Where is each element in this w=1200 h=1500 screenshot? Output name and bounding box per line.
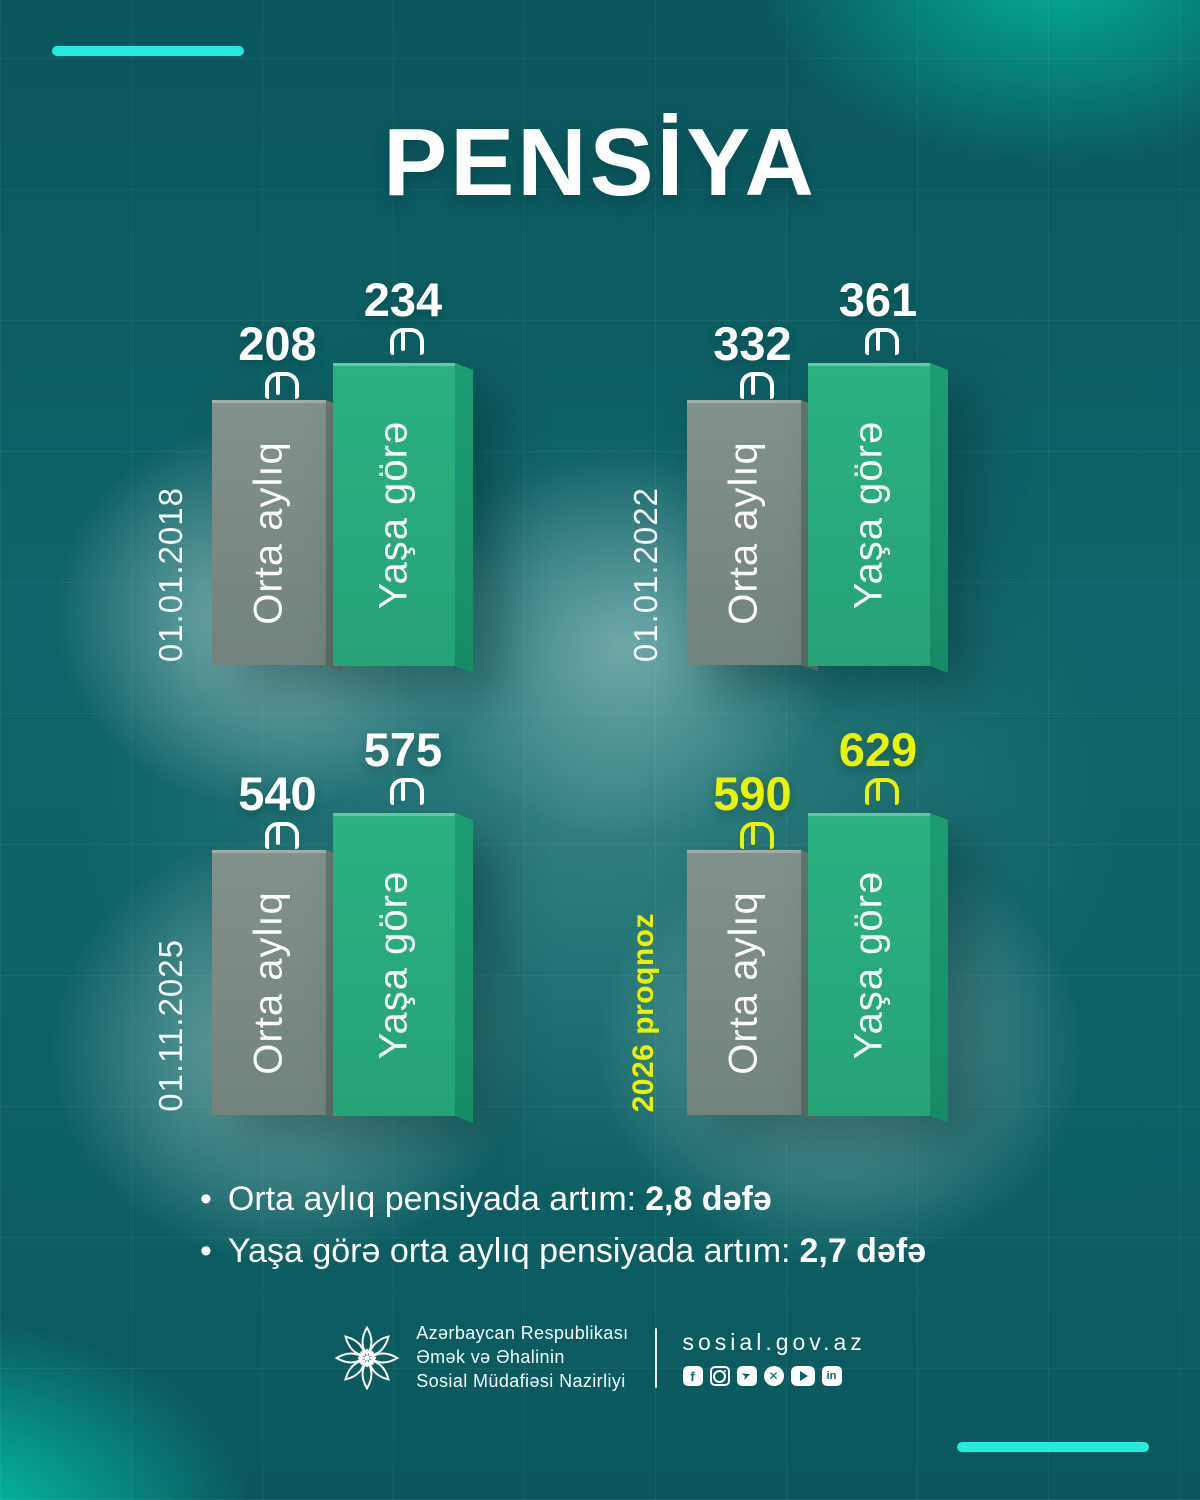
chart-group-2025: 01.11.2025 Orta aylıq Yaşa görə 540 575 (120, 718, 590, 1138)
group-date-label: 01.01.2018 (152, 486, 189, 662)
facebook-icon: f (682, 1366, 703, 1387)
instagram-icon (709, 1366, 730, 1387)
bar-yasa-gore: Yaşa görə (333, 813, 473, 1123)
group-date-label: 01.01.2022 (627, 486, 664, 662)
manat-icon (865, 328, 899, 355)
bar-series-label: Yaşa görə (371, 870, 416, 1059)
manat-icon (264, 822, 299, 849)
x-icon: ✕ (763, 1366, 784, 1387)
bar-series-label: Yaşa görə (371, 420, 416, 609)
group-date-label: 2026 proqnoz (627, 912, 660, 1112)
bullet-item: • Yaşa görə orta aylıq pensiyada artım: … (200, 1232, 927, 1270)
bar-series-label: Orta aylıq (721, 890, 766, 1075)
bar-series-label: Orta aylıq (721, 440, 766, 625)
bar-value: 361 (808, 276, 948, 355)
bar-series-label: Orta aylıq (246, 890, 291, 1075)
footer: Azərbaycan Respublikası Əmək və Əhalinin… (0, 1322, 1200, 1393)
ministry-name: Azərbaycan Respublikası Əmək və Əhalinin… (416, 1323, 629, 1391)
ministry-star-emblem-icon (334, 1323, 400, 1393)
bar-yasa-gore: Yaşa görə (808, 363, 948, 673)
linkedin-icon: in (821, 1366, 842, 1387)
group-date-label: 01.11.2025 (152, 939, 189, 1112)
bar-orta-ayliq: Orta aylıq (687, 850, 818, 1122)
bar-value-highlighted: 590 (687, 770, 818, 849)
bullet-dot: • (200, 1232, 212, 1270)
bar-series-label: Yaşa görə (846, 420, 891, 609)
manat-icon (390, 778, 424, 805)
footer-contact: sosial.gov.az f ✕ in (682, 1329, 866, 1387)
bar-value-highlighted: 629 (808, 726, 948, 805)
bar-value: 332 (687, 320, 818, 399)
bullet-dot: • (200, 1180, 212, 1218)
telegram-icon (736, 1366, 757, 1387)
bar-value: 208 (212, 320, 343, 399)
manat-icon (739, 822, 774, 849)
summary-bullets: • Orta aylıq pensiyada artım: 2,8 dəfə •… (200, 1180, 926, 1284)
bar-series-label: Orta aylıq (246, 440, 291, 625)
website-url: sosial.gov.az (682, 1329, 866, 1356)
manat-icon (264, 372, 299, 399)
youtube-icon (790, 1366, 815, 1387)
manat-icon (739, 372, 774, 399)
bar-value: 575 (333, 726, 473, 805)
chart-group-2026-forecast: 2026 proqnoz Orta aylıq Yaşa görə 590 62… (595, 718, 1065, 1138)
bullet-item: • Orta aylıq pensiyada artım: 2,8 dəfə (200, 1180, 772, 1218)
footer-divider (654, 1327, 657, 1388)
bar-orta-ayliq: Orta aylıq (687, 400, 818, 672)
accent-bar-top (52, 46, 244, 56)
chart-group-2022: 01.01.2022 Orta aylıq Yaşa görə 332 361 (595, 268, 1065, 688)
bar-yasa-gore: Yaşa görə (333, 363, 473, 673)
page-title: PENSİYA (383, 109, 817, 216)
bar-yasa-gore: Yaşa görə (808, 813, 948, 1123)
bar-orta-ayliq: Orta aylıq (212, 850, 343, 1122)
bar-orta-ayliq: Orta aylıq (212, 400, 343, 672)
manat-icon (390, 328, 424, 355)
bar-series-label: Yaşa görə (846, 870, 891, 1059)
chart-group-2018: 01.01.2018 Orta aylıq Yaşa görə 208 234 (120, 268, 590, 688)
social-icons-row: f ✕ in (682, 1366, 866, 1387)
bar-value: 540 (212, 770, 343, 849)
bar-value: 234 (333, 276, 473, 355)
accent-bar-bottom (957, 1442, 1149, 1452)
manat-icon (865, 778, 899, 805)
